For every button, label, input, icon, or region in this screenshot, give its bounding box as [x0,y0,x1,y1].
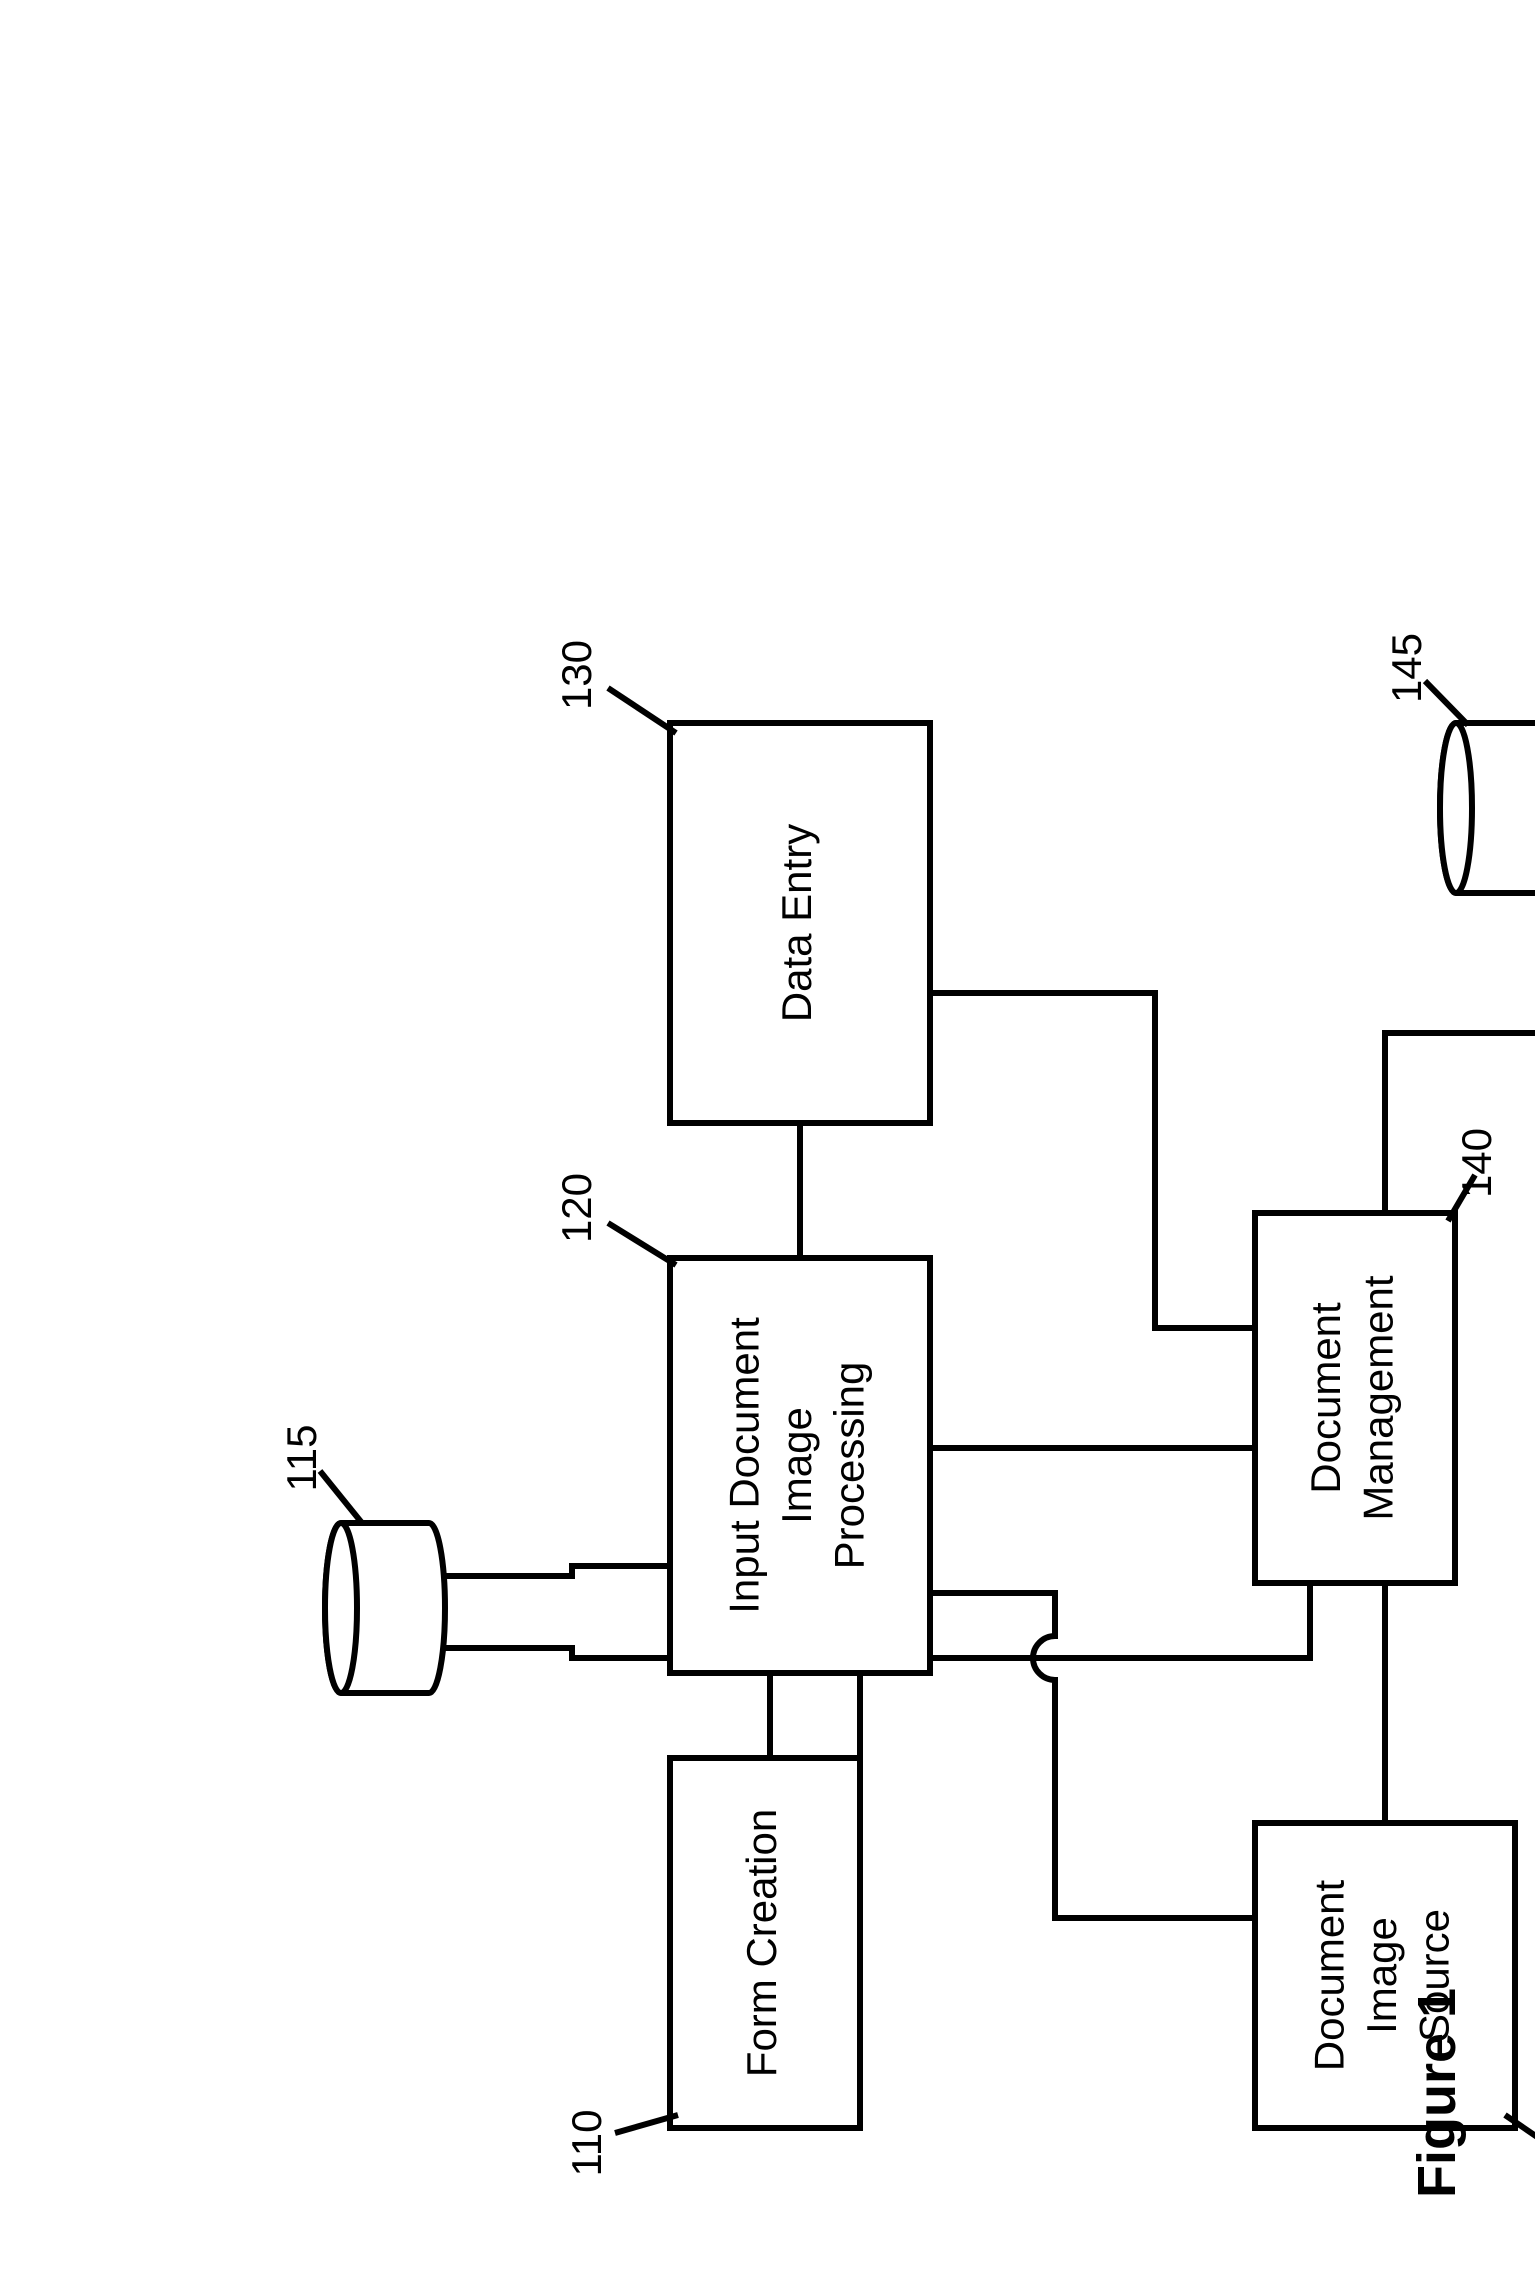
node-doc_mgmt-label-line-0: Document [1302,1302,1349,1494]
node-doc_source-label-line-1: Image [1358,1917,1405,2034]
db_right-cylinder-top [1440,723,1472,893]
ref-db_right: 145 [1383,633,1430,703]
node-input_proc-label-line-0: Input Document [721,1317,768,1614]
ref-input_proc: 120 [553,1173,600,1243]
node-data_entry-label-line-0: Data Entry [773,824,820,1022]
node-input_proc-label-line-1: Image [773,1407,820,1524]
ref-doc_mgmt: 140 [1453,1128,1500,1198]
figure-caption: Figure 1 [1407,1988,1467,2198]
node-doc_source-label-line-0: Document [1306,1879,1353,2071]
ref-form_creation: 110 [563,2110,610,2177]
node-input_proc-label-line-2: Processing [826,1362,873,1570]
node-form_creation-label-line-0: Form Creation [738,1809,785,2077]
db_left-cylinder-top [325,1523,357,1693]
node-doc_mgmt-label-line-1: Management [1354,1275,1401,1520]
ref-data_entry: 130 [553,640,600,710]
ref-db_left: 115 [278,1425,325,1492]
